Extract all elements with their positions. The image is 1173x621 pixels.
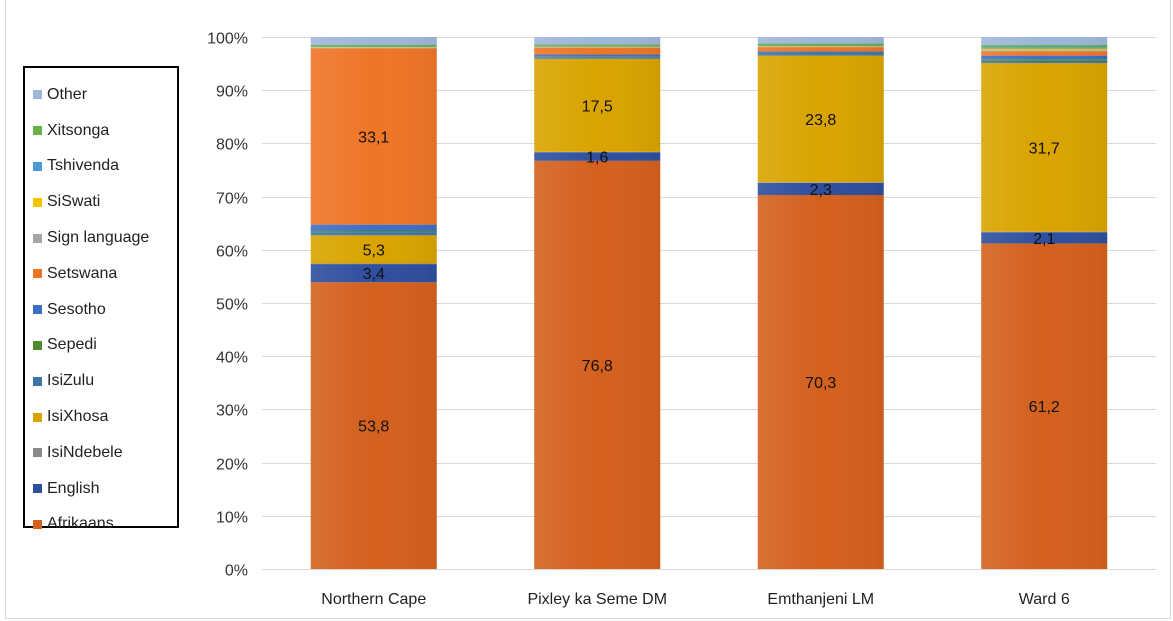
data-labels: 53,8 3,4 5,3 33,1 76,8 1,6 17,5 70,3 2,3 23,8 61,2… [358, 98, 1060, 435]
legend-swatch [33, 448, 42, 458]
y-tick-label: 90% [216, 84, 248, 101]
legend-swatch [33, 305, 42, 315]
y-tick-label: 50% [216, 297, 248, 314]
legend-label: IsiZulu [47, 372, 95, 390]
legend-item: Sign language [33, 220, 177, 256]
legend-item: Sesotho [33, 292, 177, 328]
y-tick-label: 60% [216, 244, 248, 261]
legend-swatch [33, 519, 42, 529]
chart-frame [5, 0, 1171, 619]
legend-label: Setswana [47, 264, 118, 282]
legend-item: Tshivenda [33, 149, 177, 185]
data-label: 1,6 [586, 150, 608, 167]
legend-label: Sign language [47, 229, 150, 247]
y-tick-label: 0% [225, 563, 248, 580]
x-category-label: Ward 6 [1019, 591, 1070, 608]
data-label: 17,5 [582, 98, 613, 115]
legend-swatch [33, 269, 42, 279]
x-category-label: Pixley ka Seme DM [527, 591, 667, 608]
legend-swatch [33, 197, 42, 207]
legend-item: English [33, 471, 177, 507]
legend-label: English [47, 479, 100, 497]
legend-item: Afrikaans [33, 507, 177, 543]
bars [310, 37, 1108, 570]
legend-item: SiSwati [33, 184, 177, 220]
legend-label: Afrikaans [47, 515, 114, 533]
legend-swatch [33, 233, 42, 243]
legend-item: IsiXhosa [33, 399, 177, 435]
y-tick-label: 40% [216, 350, 248, 367]
y-tick-label: 70% [216, 191, 248, 208]
y-tick-label: 100% [207, 31, 248, 48]
x-category-label: Northern Cape [321, 591, 426, 608]
legend-swatch [33, 376, 42, 386]
legend-label: Sepedi [47, 336, 97, 354]
data-label: 23,8 [805, 112, 836, 129]
data-label: 70,3 [805, 375, 836, 392]
legend-swatch [33, 484, 42, 494]
legend-item: Xitsonga [33, 113, 177, 149]
y-tick-label: 80% [216, 137, 248, 154]
legend-swatch [33, 412, 42, 422]
data-label: 31,7 [1029, 140, 1060, 157]
data-label: 3,4 [363, 266, 385, 283]
legend-label: SiSwati [47, 193, 101, 211]
data-label: 2,1 [1033, 231, 1055, 248]
data-label: 33,1 [358, 129, 389, 146]
legend-item: Other [33, 77, 177, 113]
legend-item: IsiNdebele [33, 435, 177, 471]
legend-swatch [33, 161, 42, 171]
y-tick-label: 10% [216, 510, 248, 527]
y-axis: 0% 10% 20% 30% 40% 50% 60% 70% 80% 90% 100% [207, 31, 248, 580]
data-label: 61,2 [1029, 399, 1060, 416]
data-label: 5,3 [363, 242, 385, 259]
legend-swatch [33, 340, 42, 350]
legend-label: IsiXhosa [47, 408, 109, 426]
legend: Other Xitsonga Tshivenda SiSwati Sign langua… [23, 66, 179, 532]
legend-swatch [33, 126, 42, 136]
data-label: 76,8 [582, 358, 613, 375]
data-label: 2,3 [810, 182, 832, 199]
legend-swatch [33, 90, 42, 100]
legend-label: Xitsonga [47, 121, 110, 139]
legend-label: Other [47, 85, 88, 103]
legend-label: Tshivenda [47, 157, 120, 175]
legend-item: Setswana [33, 256, 177, 292]
legend-item: IsiZulu [33, 363, 177, 399]
x-axis: Northern Cape Pixley ka Seme DM Emthanjeni… [321, 591, 1070, 608]
legend-label: IsiNdebele [47, 443, 123, 461]
bar-shading [981, 37, 1108, 569]
bar-shading [310, 37, 437, 569]
legend-item: Sepedi [33, 328, 177, 364]
legend-label: Sesotho [47, 300, 106, 318]
bar-shading [757, 37, 884, 569]
bar-shading [534, 37, 661, 569]
y-tick-label: 30% [216, 403, 248, 420]
x-category-label: Emthanjeni LM [767, 591, 874, 608]
data-label: 53,8 [358, 419, 389, 436]
y-tick-label: 20% [216, 457, 248, 474]
